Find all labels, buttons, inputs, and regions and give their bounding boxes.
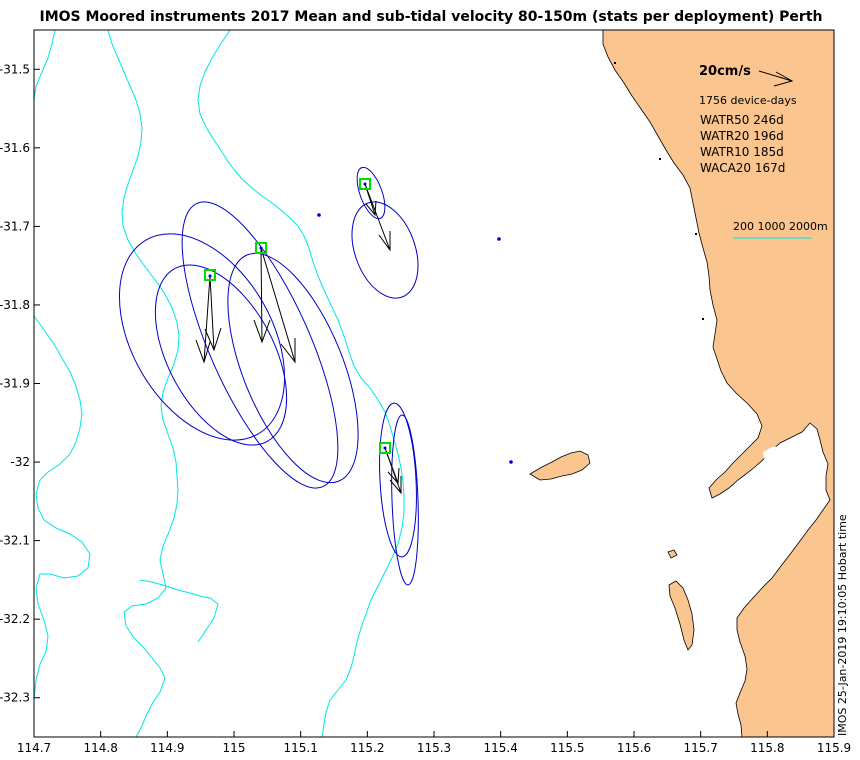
rock xyxy=(695,233,697,235)
variance-ellipses xyxy=(118,166,419,586)
mooring-watr10[interactable] xyxy=(359,178,371,190)
island-carnac xyxy=(667,549,678,559)
x-tick-label: 115.7 xyxy=(683,741,717,755)
y-tick-label: -31.7 xyxy=(0,219,30,233)
estuary xyxy=(763,446,804,480)
island-garden xyxy=(668,580,695,651)
x-tick-label: 115.1 xyxy=(283,741,317,755)
x-tick-label: 115.6 xyxy=(617,741,651,755)
y-tick-label: -31.9 xyxy=(0,377,30,391)
x-tick-label: 115.9 xyxy=(817,741,851,755)
deployment-label-0: WATR50 246d xyxy=(700,113,784,127)
isobaths xyxy=(34,30,405,737)
arrow-watr20-subtidal xyxy=(260,247,296,364)
legend: 20cm/s 1756 device-days WATR50 246d WATR… xyxy=(699,64,828,239)
arrow-watr50-mean xyxy=(195,275,211,364)
device-days-label: 1756 device-days xyxy=(699,94,797,107)
rock xyxy=(659,158,661,160)
coastal-rocks xyxy=(614,62,704,320)
x-tick-label: 114.7 xyxy=(17,741,51,755)
y-tick-label: -32.3 xyxy=(0,691,30,705)
x-tick-label: 115.2 xyxy=(350,741,384,755)
velocity-arrows xyxy=(195,183,402,495)
x-tick-label: 115.3 xyxy=(417,741,451,755)
isobath-1000m-b xyxy=(139,579,219,643)
arrow-watr50-subtidal xyxy=(204,275,222,352)
isobath-2000m xyxy=(34,315,91,701)
island-rottnest xyxy=(529,450,591,481)
arrow-watr20-mean xyxy=(253,247,271,344)
x-tick-label: 115.8 xyxy=(750,741,784,755)
ellipse-watr50-mean xyxy=(118,233,286,441)
x-tick-label: 115 xyxy=(223,741,246,755)
ellipse-watr20-subtidal xyxy=(227,252,359,484)
x-tick-label: 114.8 xyxy=(83,741,117,755)
rock xyxy=(702,318,704,320)
mooring-watr20[interactable] xyxy=(255,242,267,254)
station-dots xyxy=(208,182,513,464)
deployment-label-1: WATR20 196d xyxy=(700,129,784,143)
deployment-label-2: WATR10 185d xyxy=(700,145,784,159)
y-tick-label: -31.5 xyxy=(0,62,30,76)
scale-arrow xyxy=(758,70,794,87)
ellipse-waca20-subtidal xyxy=(391,414,419,586)
station-dot xyxy=(383,446,387,450)
x-tick-label: 115.4 xyxy=(483,741,517,755)
x-tick-label: 114.9 xyxy=(150,741,184,755)
y-tick-label: -31.8 xyxy=(0,298,30,312)
station-dot xyxy=(497,237,501,241)
ellipse-watr50-subtidal xyxy=(154,264,288,446)
isobath-200m xyxy=(197,30,405,737)
y-tick-label: -32.2 xyxy=(0,612,30,626)
mooring-markers xyxy=(204,178,391,454)
isobath-1000m xyxy=(107,30,180,737)
ellipse-watr10-mean xyxy=(356,166,386,220)
rock xyxy=(614,62,616,64)
isobath-2000m-b xyxy=(34,30,56,101)
station-dot xyxy=(208,274,212,278)
station-dot xyxy=(509,460,513,464)
arrow-waca20-subtidal xyxy=(384,447,402,495)
station-dot xyxy=(363,182,367,186)
deployment-label-3: WACA20 167d xyxy=(700,161,785,175)
x-tick-label: 115.5 xyxy=(550,741,584,755)
mooring-watr50[interactable] xyxy=(204,269,216,281)
y-tick-label: -31.6 xyxy=(0,141,30,155)
y-axis: -31.5 -31.6 -31.7 -31.8 -31.9 -32 -32.1 -32.2 -3… xyxy=(0,62,40,705)
station-dot xyxy=(317,213,321,217)
scale-label: 20cm/s xyxy=(699,64,751,79)
ellipse-waca20-mean xyxy=(379,402,417,558)
arrow-watr10-subtidal xyxy=(364,183,391,252)
ellipse-watr20-mean xyxy=(181,201,339,489)
land-coastline xyxy=(602,30,834,737)
timestamp: IMOS 25-Jan-2019 19:10:05 Hobart time xyxy=(836,514,849,736)
isobath-legend-label: 200 1000 2000m xyxy=(733,220,828,233)
station-dot xyxy=(259,246,263,250)
y-tick-label: -32 xyxy=(10,455,30,469)
ellipse-watr10-subtidal xyxy=(351,201,419,299)
x-axis: 114.7 114.8 114.9 115 115.1 115.2 115.3 115.4 11… xyxy=(17,731,851,755)
mooring-waca20[interactable] xyxy=(379,442,391,454)
chart-title: IMOS Moored instruments 2017 Mean and su… xyxy=(40,9,823,25)
y-tick-label: -32.1 xyxy=(0,534,30,548)
